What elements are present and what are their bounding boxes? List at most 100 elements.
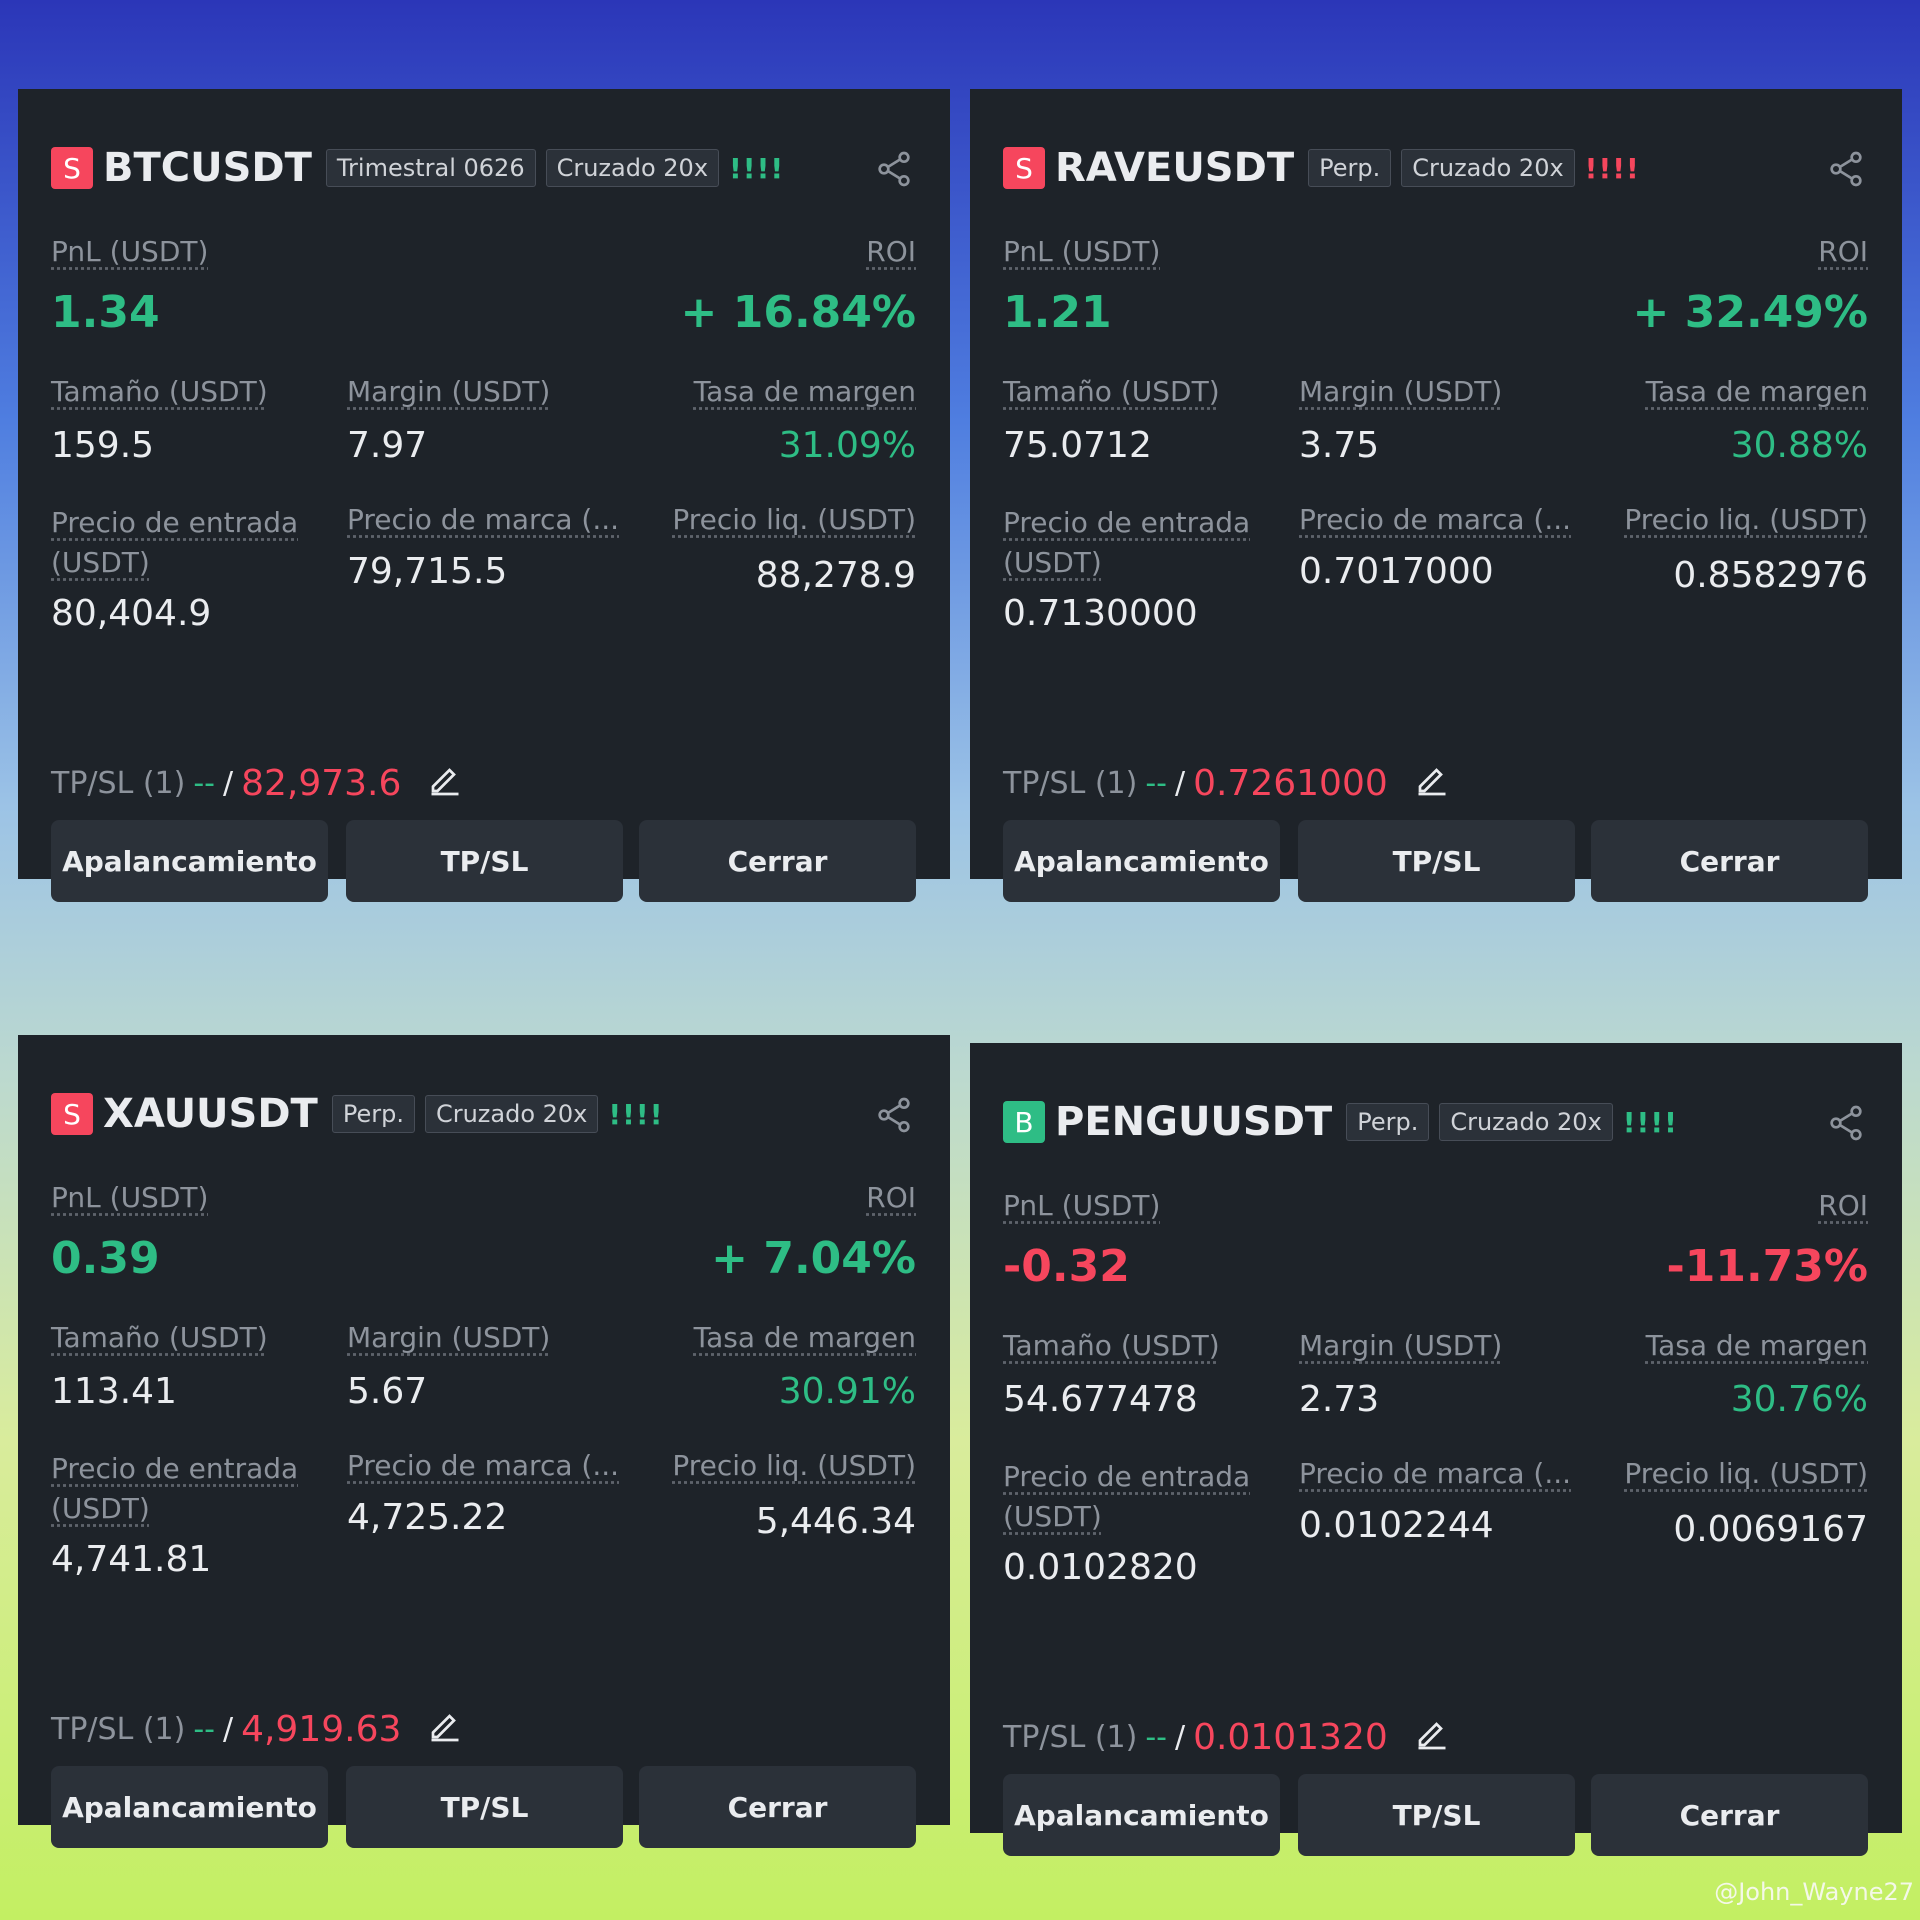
entry-label: Precio de entrada (USDT) [51,506,299,579]
tpsl-label: TP/SL (1) [1003,765,1138,801]
sl-value: 0.0101320 [1193,1716,1388,1758]
pnl-label: PnL (USDT) [51,235,209,268]
action-button[interactable]: Cerrar [639,1766,916,1848]
margin-value: 2.73 [1299,1379,1380,1420]
action-button[interactable]: Apalancamiento [1003,820,1280,902]
entry-value: 0.0102820 [1003,1547,1198,1588]
signal: !!!! [1584,151,1640,185]
mark-value: 0.7017000 [1299,551,1494,592]
mark-label: Precio de marca (... [1299,1457,1572,1490]
share-button[interactable] [874,149,914,193]
roi-label: ROI [1818,1189,1868,1222]
tag: Cruzado 20x [424,1095,599,1133]
rate-value: 30.91% [778,1371,916,1412]
tag: Cruzado 20x [1401,149,1575,187]
share-button[interactable] [1826,1103,1866,1147]
card-header: S XAUUSDT Perp. Cruzado 20x!!!! [51,1091,663,1137]
side-badge: S [51,147,93,189]
action-button[interactable]: Cerrar [639,820,916,902]
action-button[interactable]: Apalancamiento [51,820,328,902]
card-header: S RAVEUSDT Perp. Cruzado 20x!!!! [1003,145,1640,191]
share-button[interactable] [1826,149,1866,193]
edit-button[interactable] [1414,761,1450,805]
side-badge: S [51,1093,93,1135]
action-button[interactable]: Apalancamiento [1003,1774,1280,1856]
pnl-value: -0.32 [1003,1241,1130,1292]
liq-label: Precio liq. (USDT) [672,1449,916,1482]
action-button[interactable]: TP/SL [1298,820,1575,902]
size-value: 113.41 [51,1371,177,1412]
rate-value: 31.09% [778,425,916,466]
tag: Perp. [1308,149,1392,187]
margin-label: Margin (USDT) [347,375,551,408]
card-header: B PENGUUSDT Perp. Cruzado 20x!!!! [1003,1099,1678,1145]
entry-value: 80,404.9 [51,593,212,634]
card-header: S BTCUSDT Trimestral 0626 Cruzado 20x!!!! [51,145,784,191]
margin-value: 7.97 [347,425,428,466]
edit-button[interactable] [427,1707,463,1751]
separator: / [222,765,234,801]
pnl-label: PnL (USDT) [51,1181,209,1214]
size-label: Tamaño (USDT) [1003,1329,1220,1362]
position-card: S XAUUSDT Perp. Cruzado 20x!!!! PnL (USDT) RO… [18,1035,950,1848]
size-value: 54.677478 [1003,1379,1198,1420]
edit-button[interactable] [427,761,463,805]
pnl-label: PnL (USDT) [1003,235,1161,268]
liq-label: Precio liq. (USDT) [672,503,916,536]
symbol: RAVEUSDT [1055,145,1295,191]
mark-value: 79,715.5 [347,551,508,592]
margin-value: 3.75 [1299,425,1380,466]
action-button[interactable]: Apalancamiento [51,1766,328,1848]
side-badge: S [1003,147,1045,189]
size-value: 159.5 [51,425,155,466]
roi-label: ROI [866,235,916,268]
tag: Cruzado 20x [1439,1103,1613,1141]
share-button[interactable] [874,1095,914,1139]
entry-value: 0.7130000 [1003,593,1198,634]
signal: !!!! [729,151,785,185]
margin-label: Margin (USDT) [1299,375,1503,408]
signal: !!!! [608,1097,664,1131]
rate-value: 30.88% [1730,425,1868,466]
tpsl-label: TP/SL (1) [1003,1719,1138,1755]
margin-label: Margin (USDT) [347,1321,551,1354]
position-card: S RAVEUSDT Perp. Cruzado 20x!!!! PnL (USDT) R… [970,89,1902,902]
edit-button[interactable] [1414,1715,1450,1759]
action-button[interactable]: TP/SL [346,820,623,902]
margin-value: 5.67 [347,1371,428,1412]
signal: !!!! [1622,1105,1678,1139]
mark-label: Precio de marca (... [347,503,620,536]
rate-label: Tasa de margen [693,1321,916,1354]
sl-value: 82,973.6 [241,762,402,804]
size-label: Tamaño (USDT) [1003,375,1220,408]
action-button[interactable]: TP/SL [346,1766,623,1848]
pnl-value: 0.39 [51,1233,160,1284]
position-card: B PENGUUSDT Perp. Cruzado 20x!!!! PnL (USDT)… [970,1043,1902,1856]
tp-value: -- [1145,765,1167,801]
rate-label: Tasa de margen [1645,375,1868,408]
size-label: Tamaño (USDT) [51,1321,268,1354]
margin-label: Margin (USDT) [1299,1329,1503,1362]
tpsl-label: TP/SL (1) [51,765,186,801]
entry-label: Precio de entrada (USDT) [51,1452,299,1525]
watermark: @John_Wayne27 [1714,1878,1914,1906]
entry-label: Precio de entrada (USDT) [1003,1460,1251,1533]
liq-value: 88,278.9 [755,555,916,596]
action-button[interactable]: Cerrar [1591,1774,1868,1856]
mark-value: 4,725.22 [347,1497,508,1538]
separator: / [1174,765,1186,801]
tp-value: -- [193,765,215,801]
action-button[interactable]: TP/SL [1298,1774,1575,1856]
rate-value: 30.76% [1730,1379,1868,1420]
tag: Trimestral 0626 [325,149,536,187]
size-value: 75.0712 [1003,425,1152,466]
roi-value: + 16.84% [680,287,916,338]
sl-value: 0.7261000 [1193,762,1388,804]
separator: / [222,1711,234,1747]
tpsl-row: TP/SL (1) --/4,919.63 [51,1707,463,1751]
action-button[interactable]: Cerrar [1591,820,1868,902]
tag: Perp. [1346,1103,1430,1141]
liq-value: 0.0069167 [1673,1509,1868,1550]
tp-value: -- [1145,1719,1167,1755]
